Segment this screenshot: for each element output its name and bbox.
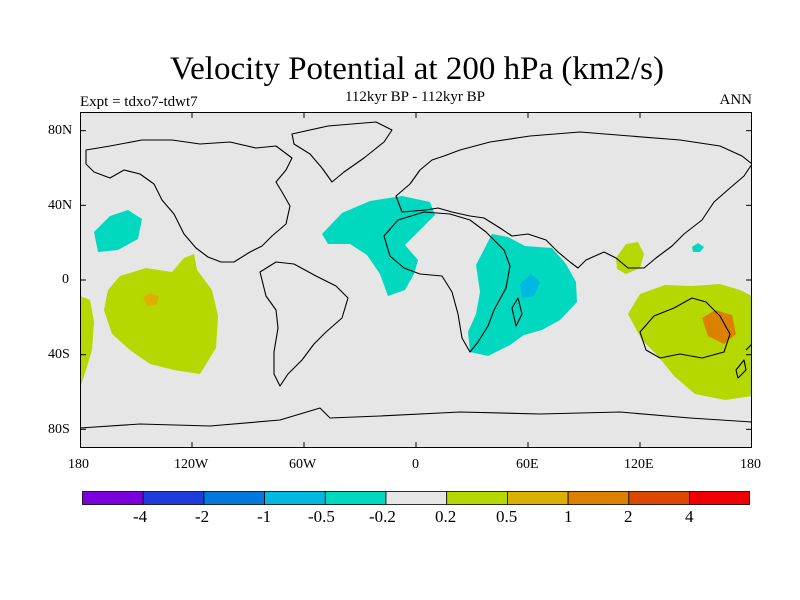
colorbar (82, 491, 750, 505)
world-map (80, 112, 752, 448)
colorbar-label-5: -0.2 (369, 507, 396, 526)
plot-title: Velocity Potential at 200 hPa (km2/s) (169, 51, 665, 87)
colorbar-box-3 (203, 491, 266, 505)
lon-label-60e: 60E (516, 457, 539, 472)
region-west-pacific-edge-positive (80, 296, 94, 388)
lat-label-equator: 0 (62, 272, 69, 287)
lat-label-80n: 80N (48, 123, 73, 138)
lon-label-0: 0 (412, 457, 419, 472)
colorbar-label-6: 0.2 (435, 507, 457, 526)
region-north-pacific-negative-small (692, 243, 704, 252)
colorbar-box-5 (324, 491, 387, 505)
colorbar-box-1 (82, 491, 144, 505)
lon-label-180-east: 180 (740, 457, 761, 472)
colorbar-label-4: -0.5 (308, 507, 335, 526)
colorbar-box-7 (446, 491, 508, 505)
coastline-south-america (259, 261, 349, 387)
coastline-north-america (85, 139, 293, 263)
coastline-greenland (291, 121, 393, 183)
colorbar-label-2: -2 (195, 507, 210, 526)
colorbar-label-9: 2 (624, 507, 633, 526)
lat-label-80s: 80S (48, 422, 70, 437)
lon-label-180-west: 180 (68, 457, 89, 472)
coastline-africa (383, 211, 511, 353)
colorbar-label-1: -4 (133, 507, 148, 526)
colorbar-label-8: 1 (564, 507, 573, 526)
lat-label-40n: 40N (48, 198, 73, 213)
lat-label-40s: 40S (48, 347, 70, 362)
colorbar-box-2 (142, 491, 205, 505)
colorbar-box-9 (567, 491, 630, 505)
colorbar-box-10 (628, 491, 690, 505)
colorbar-box-11 (689, 491, 750, 505)
lon-label-60w: 60W (289, 457, 317, 472)
plot-subtitle: 112kyr BP - 112kyr BP (344, 89, 485, 105)
colorbar-label-10: 4 (685, 507, 694, 526)
colorbar-label-3: -1 (257, 507, 272, 526)
colorbar-box-8 (506, 491, 569, 505)
region-maritime-continent-positive (616, 242, 644, 274)
season-label: ANN (719, 92, 753, 108)
region-south-pacific-positive (104, 254, 218, 374)
colorbar-boxes (82, 491, 750, 505)
lon-label-120w: 120W (174, 457, 209, 472)
colorbar-label-7: 0.5 (496, 507, 518, 526)
experiment-label: Expt = tdxo7-tdwt7 (80, 94, 198, 110)
region-australia-core (702, 310, 736, 344)
region-north-atlantic-africa-negative (322, 196, 435, 296)
colorbar-box-4 (264, 491, 326, 505)
coastlines (80, 121, 752, 429)
coastline-madagascar (511, 297, 523, 327)
region-south-pacific-core (143, 293, 159, 306)
map-ticks (80, 112, 752, 448)
shaded-regions (80, 196, 752, 400)
coastline-eurasia (395, 131, 752, 269)
coastline-antarctica (80, 407, 752, 429)
coastline-australia (639, 297, 731, 359)
lon-label-120e: 120E (624, 457, 654, 472)
region-north-pacific-negative (94, 210, 142, 252)
region-indian-ocean-core (520, 274, 540, 298)
colorbar-box-6 (385, 491, 448, 505)
